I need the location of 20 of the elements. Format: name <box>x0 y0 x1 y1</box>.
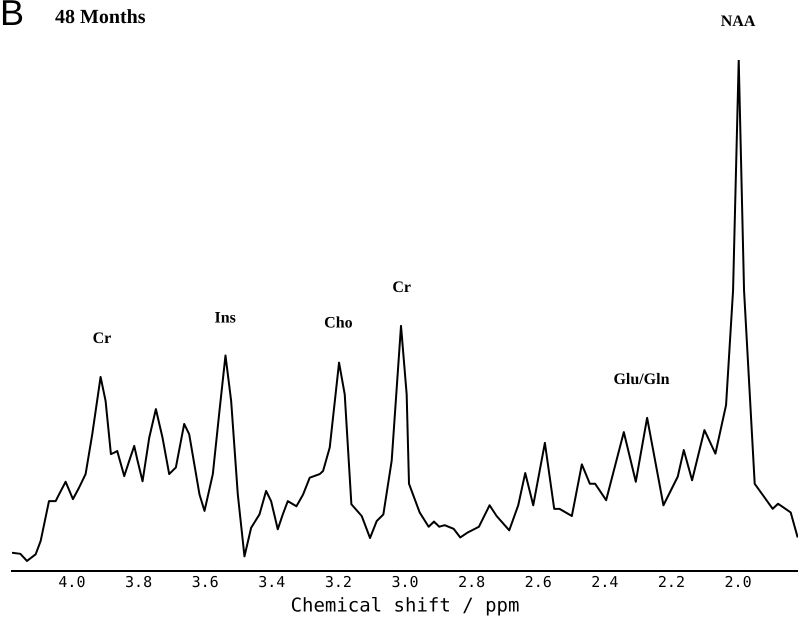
annotation: Cr <box>92 330 112 348</box>
x-tick-label: 4.0 <box>58 573 86 592</box>
annotation: NAA <box>720 13 756 30</box>
x-axis-title: Chemical shift / ppm <box>290 594 520 617</box>
annotation: Cho <box>324 314 353 332</box>
chart-title: 48 Months <box>55 6 146 29</box>
x-tick-label: 3.0 <box>391 573 419 592</box>
annotation: Glu/Gln <box>613 370 670 388</box>
x-tick-label: 3.4 <box>258 573 286 592</box>
text: B <box>0 0 24 34</box>
x-tick-label: 2.4 <box>591 573 618 592</box>
x-tick-label: 3.6 <box>192 573 219 592</box>
x-tick-label: 2.6 <box>524 573 552 592</box>
x-tick-label: 2.2 <box>658 573 685 592</box>
x-tick-label: 2.0 <box>724 573 752 592</box>
x-tick-label: 2.8 <box>458 573 486 592</box>
x-tick-label: 3.8 <box>125 573 152 592</box>
x-tick-label: 3.2 <box>324 573 352 592</box>
annotation: Ins <box>214 310 236 327</box>
annotation: Cr <box>392 278 411 296</box>
